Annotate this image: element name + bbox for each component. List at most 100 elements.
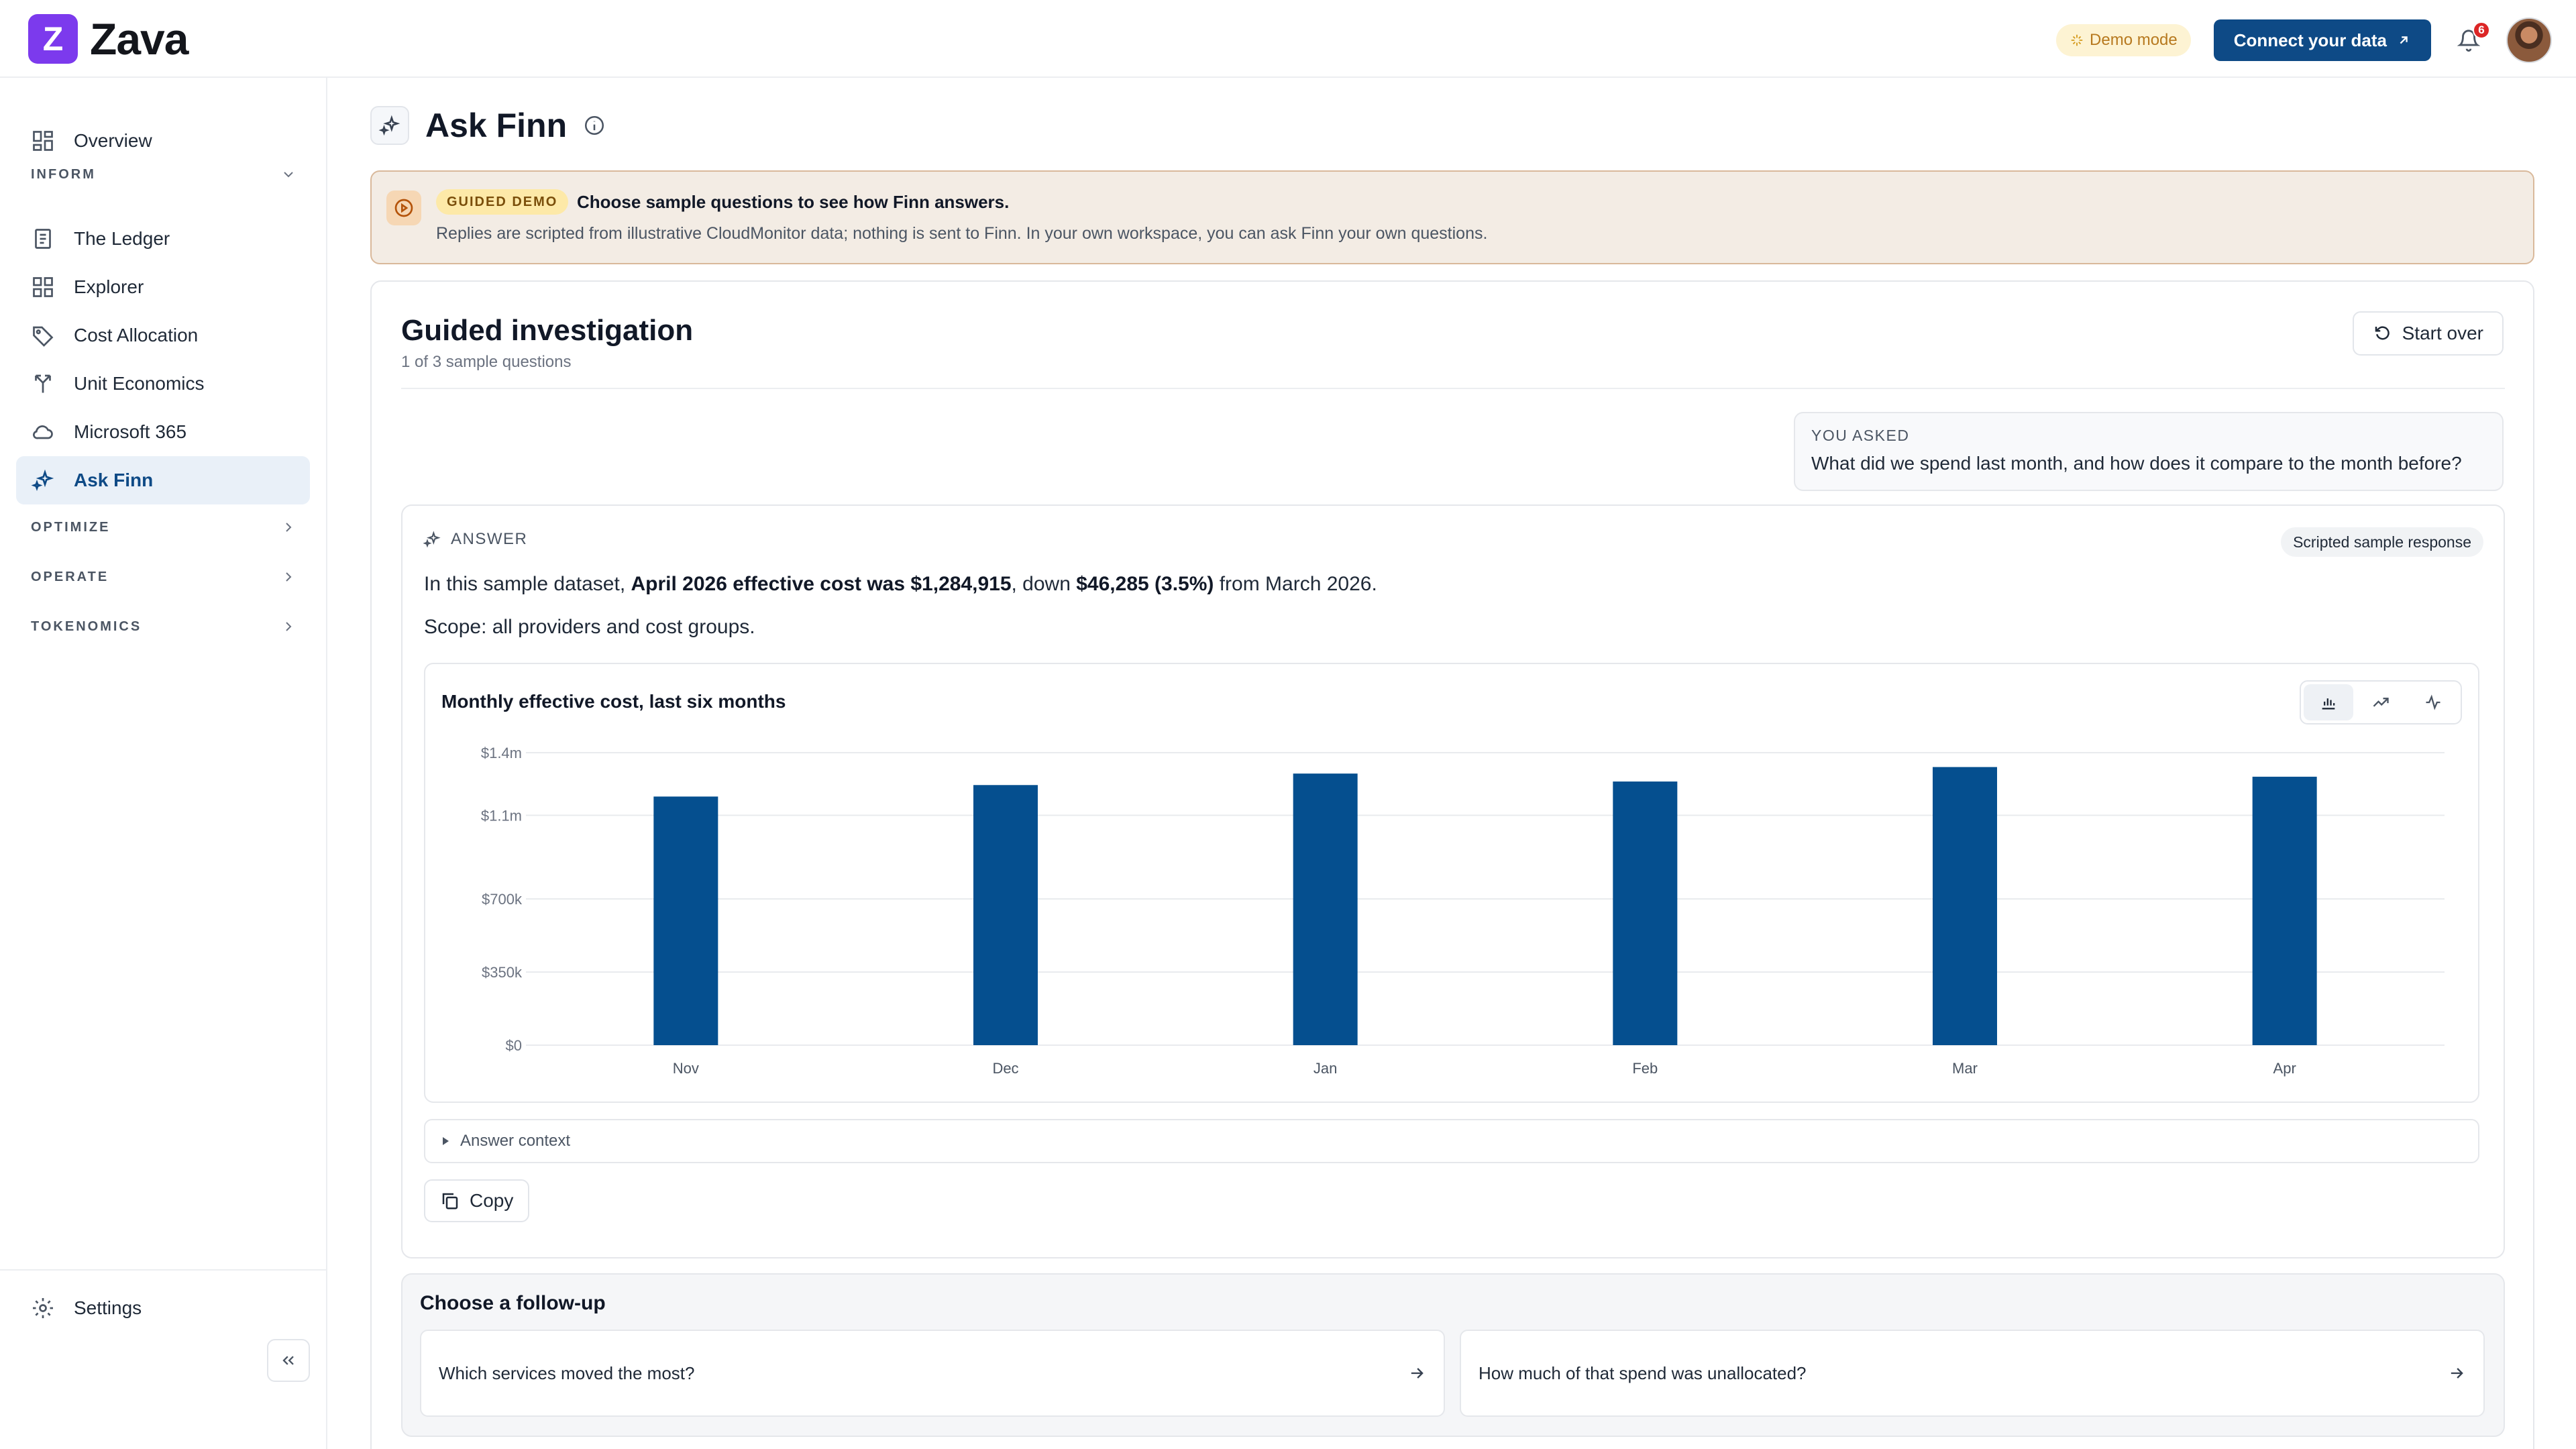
sidebar-item-label: Overview (74, 130, 152, 151)
sidebar-divider (0, 1269, 326, 1271)
section-optimize[interactable]: OPTIMIZE (31, 514, 297, 541)
sidebar-item-microsoft-365[interactable]: Microsoft 365 (16, 408, 310, 456)
section-label: OPTIMIZE (31, 519, 111, 535)
arrow-right-icon (1411, 1368, 1424, 1379)
section-label: TOKENOMICS (31, 619, 142, 634)
section-operate[interactable]: OPERATE (31, 564, 297, 590)
notification-count-badge: 6 (2473, 21, 2490, 39)
collapse-sidebar-button[interactable] (267, 1339, 310, 1382)
line-chart-toggle[interactable] (2408, 684, 2458, 720)
connect-data-label: Connect your data (2233, 30, 2387, 50)
x-tick-label: Apr (2273, 1060, 2296, 1077)
gear-icon (33, 1298, 53, 1318)
guided-demo-tag: GUIDED DEMO (436, 189, 569, 215)
x-tick-label: Feb (1632, 1060, 1658, 1077)
answer-april-cost: April 2026 effective cost was $1,284,915 (631, 573, 1012, 595)
bar (1613, 781, 1678, 1045)
y-tick-label: $350k (482, 964, 523, 981)
notifications-button[interactable]: 6 (2454, 21, 2490, 55)
scripted-response-badge: Scripted sample response (2281, 527, 2483, 557)
sidebar-item-label: Unit Economics (74, 373, 205, 394)
section-inform[interactable]: INFORM (31, 161, 297, 188)
chart-type-toggle (2300, 680, 2462, 724)
followup-panel: Choose a follow-up Which services moved … (401, 1273, 2505, 1437)
sidebar: Overview INFORM The Ledger Explorer Cost… (0, 78, 327, 1449)
banner-title: Choose sample questions to see how Finn … (577, 192, 1010, 212)
connect-data-button[interactable]: Connect your data (2213, 19, 2431, 61)
bar (653, 796, 718, 1045)
sparkles-icon (31, 469, 54, 491)
demo-mode-label: Demo mode (2090, 31, 2178, 49)
sidebar-item-label: Settings (74, 1297, 142, 1318)
demo-mode-badge: Demo mode (2056, 24, 2191, 56)
info-icon[interactable] (583, 114, 606, 137)
grid-icon (33, 277, 53, 297)
arrow-up-right-icon (2400, 36, 2408, 44)
followup-option-label: How much of that spend was unallocated? (1479, 1362, 1807, 1383)
chevron-down-icon (284, 172, 293, 178)
followup-option[interactable]: Which services moved the most? (420, 1330, 1445, 1417)
answer-text-prefix: In this sample dataset, (424, 573, 631, 595)
x-tick-label: Nov (673, 1060, 699, 1077)
copy-label: Copy (470, 1190, 514, 1211)
answer-text-mid: , down (1011, 573, 1077, 595)
tag-icon (33, 326, 54, 347)
sidebar-item-the-ledger[interactable]: The Ledger (16, 215, 310, 263)
header-actions: Demo mode Connect your data 6 (2056, 17, 2552, 63)
answer-header: ANSWER (423, 530, 527, 549)
trend-chart-toggle[interactable] (2356, 684, 2406, 720)
bell-icon (2457, 30, 2480, 52)
answer-label: ANSWER (451, 530, 528, 548)
answer-summary: In this sample dataset, April 2026 effec… (424, 573, 1377, 596)
start-over-button[interactable]: Start over (2352, 311, 2504, 356)
chevron-right-icon (286, 622, 292, 631)
y-tick-label: $1.1m (481, 807, 522, 824)
x-tick-label: Mar (1952, 1060, 1978, 1077)
bar-chart-toggle[interactable] (2304, 684, 2353, 720)
copy-icon (442, 1193, 458, 1210)
logo[interactable]: Z Zava (28, 13, 189, 64)
sidebar-item-settings[interactable]: Settings (16, 1284, 310, 1332)
sidebar-item-label: Explorer (74, 276, 144, 297)
sidebar-item-explorer[interactable]: Explorer (16, 263, 310, 311)
bar (1293, 773, 1358, 1045)
play-circle-icon (386, 191, 421, 225)
section-label: INFORM (31, 166, 96, 182)
sidebar-item-cost-allocation[interactable]: Cost Allocation (16, 311, 310, 360)
answer-change: $46,285 (3.5%) (1076, 573, 1214, 595)
followup-title: Choose a follow-up (420, 1292, 606, 1314)
page-header: Ask Finn (370, 106, 606, 145)
sidebar-item-ask-finn[interactable]: Ask Finn (16, 456, 310, 504)
question-text: What did we spend last month, and how do… (1811, 453, 2462, 474)
start-over-label: Start over (2402, 323, 2483, 343)
bar-chart-icon (2322, 698, 2335, 710)
logo-mark: Z (28, 14, 78, 64)
followup-option[interactable]: How much of that spend was unallocated? (1460, 1330, 2485, 1417)
bar-chart: $0 $350k $700k $1.1m $1.4m Nov Dec Jan Feb Mar Apr (481, 745, 2445, 1077)
section-label: OPERATE (31, 569, 109, 584)
sidebar-item-overview[interactable]: Overview (16, 117, 310, 165)
sidebar-item-label: The Ledger (74, 228, 170, 249)
user-avatar[interactable] (2506, 17, 2552, 63)
answer-scope: Scope: all providers and cost groups. (424, 616, 755, 638)
y-tick-label: $1.4m (481, 745, 522, 761)
activity-icon (2426, 694, 2440, 710)
bar (1933, 767, 1997, 1045)
copy-button[interactable]: Copy (424, 1179, 530, 1222)
app-name: Zava (90, 14, 189, 64)
sidebar-item-unit-economics[interactable]: Unit Economics (16, 360, 310, 408)
banner-subtitle: Replies are scripted from illustrative C… (436, 224, 1488, 243)
arrow-right-icon (2451, 1368, 2463, 1379)
section-tokenomics[interactable]: TOKENOMICS (31, 613, 297, 640)
investigation-progress: 1 of 3 sample questions (401, 353, 572, 371)
x-tick-label: Jan (1313, 1060, 1337, 1077)
rotate-ccw-icon (2375, 326, 2390, 340)
answer-panel: ANSWER Scripted sample response In this … (401, 504, 2505, 1258)
ask-finn-icon (370, 106, 409, 145)
trending-up-icon (2373, 698, 2389, 707)
y-tick-label: $700k (482, 891, 523, 908)
ledger-icon (35, 229, 51, 249)
answer-context-toggle[interactable]: Answer context (424, 1119, 2479, 1163)
sidebar-item-label: Microsoft 365 (74, 421, 187, 442)
